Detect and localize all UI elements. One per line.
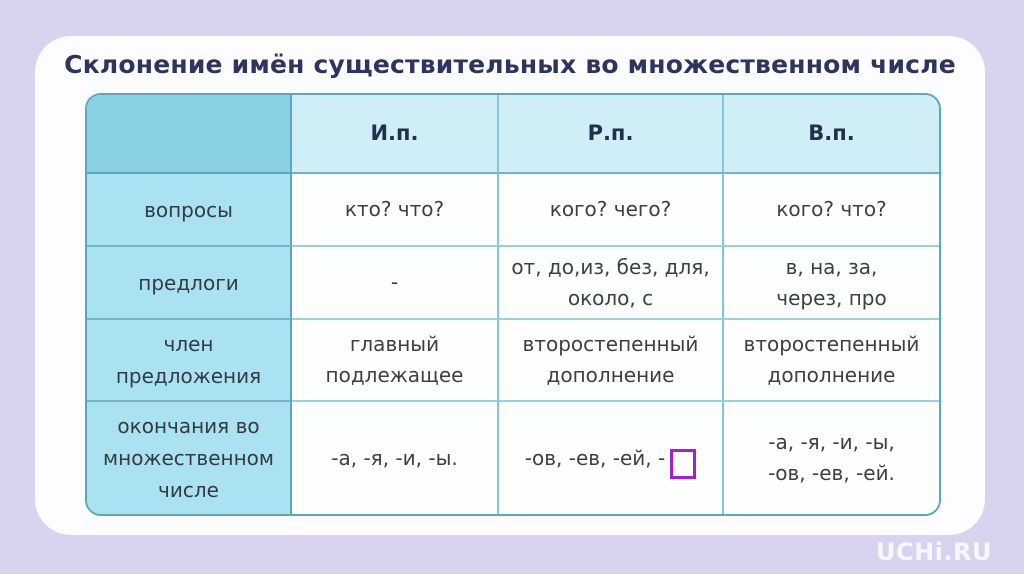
cell-questions-genitive: кого? чего? bbox=[499, 174, 724, 247]
column-header-genitive: Р.п. bbox=[499, 95, 724, 174]
declension-table: И.п. Р.п. В.п. вопросы кто? что? кого? ч… bbox=[85, 93, 941, 516]
column-header-accusative: В.п. bbox=[724, 95, 939, 174]
cell-prepositions-genitive: от, до,из, без, для, около, с bbox=[499, 247, 724, 320]
row-label-prepositions: предлоги bbox=[87, 247, 292, 320]
content-card: Склонение имён существительных во множес… bbox=[35, 36, 985, 535]
row-label-questions: вопросы bbox=[87, 174, 292, 247]
page-title: Склонение имён существительных во множес… bbox=[64, 50, 956, 79]
cell-questions-nominative: кто? что? bbox=[292, 174, 499, 247]
cell-sentence-member-nominative: главный подлежащее bbox=[292, 320, 499, 402]
cell-prepositions-nominative: - bbox=[292, 247, 499, 320]
row-label-sentence-member: член предложения bbox=[87, 320, 292, 402]
cell-questions-accusative: кого? что? bbox=[724, 174, 939, 247]
cell-endings-accusative: -а, -я, -и, -ы, -ов, -ев, -ей. bbox=[724, 402, 939, 514]
column-header-nominative: И.п. bbox=[292, 95, 499, 174]
cell-endings-genitive: -ов, -ев, -ей, - bbox=[499, 402, 724, 514]
uchi-logo: UCHi.RU bbox=[876, 538, 992, 566]
answer-box[interactable] bbox=[670, 449, 697, 479]
cell-sentence-member-accusative: второстепенный дополнение bbox=[724, 320, 939, 402]
row-label-plural-endings: окончания во множественном числе bbox=[87, 402, 292, 514]
cell-sentence-member-genitive: второстепенный дополнение bbox=[499, 320, 724, 402]
cell-prepositions-accusative: в, на, за, через, про bbox=[724, 247, 939, 320]
endings-genitive-text: -ов, -ев, -ей, - bbox=[524, 445, 666, 470]
table-corner-cell bbox=[87, 95, 292, 174]
cell-endings-nominative: -а, -я, -и, -ы. bbox=[292, 402, 499, 514]
